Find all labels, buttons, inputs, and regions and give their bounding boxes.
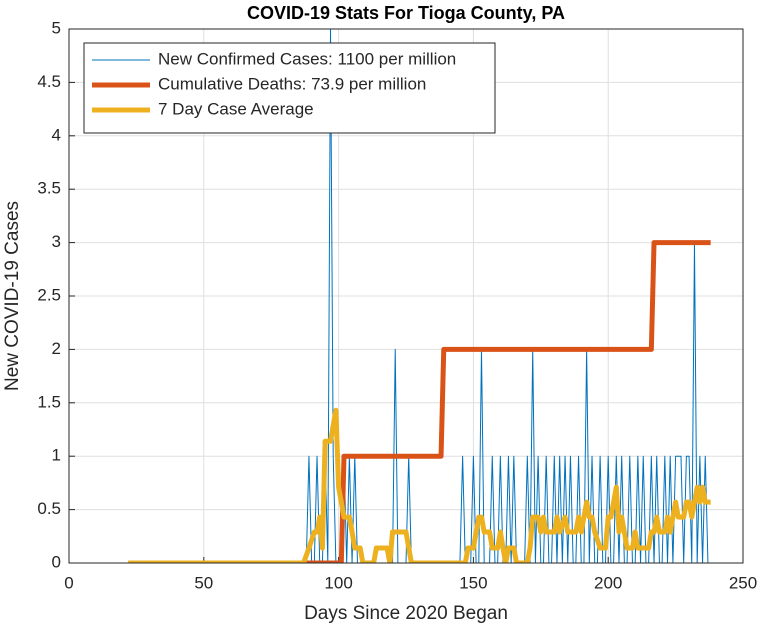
plot-frame	[68, 28, 744, 564]
y-tick-label: 2.5	[37, 285, 61, 304]
y-tick-label: 2	[52, 339, 61, 358]
x-tick-label: 200	[594, 573, 622, 592]
legend-label: Cumulative Deaths: 73.9 per million	[158, 74, 426, 93]
x-tick-label: 250	[729, 573, 757, 592]
y-tick-label: 1.5	[37, 392, 61, 411]
y-tick-label: 0.5	[37, 499, 61, 518]
legend-label: 7 Day Case Average	[158, 99, 314, 118]
chart-title: COVID-19 Stats For Tioga County, PA	[247, 3, 565, 23]
series-line	[128, 407, 711, 563]
y-tick-label: 3	[52, 232, 61, 251]
y-tick-label: 4.5	[37, 72, 61, 91]
x-tick-label: 0	[64, 573, 73, 592]
x-tick-label: 50	[194, 573, 213, 592]
legend-box	[83, 42, 496, 134]
plot-area	[128, 29, 711, 563]
y-tick-label: 5	[52, 18, 61, 37]
series-line	[128, 29, 711, 563]
y-tick-label: 0	[52, 552, 61, 571]
x-tick-label: 100	[324, 573, 352, 592]
y-tick-label: 4	[52, 125, 61, 144]
y-axis-label: New COVID-19 Cases	[2, 201, 23, 391]
x-axis-label: Days Since 2020 Began	[304, 603, 508, 624]
series-line	[128, 240, 711, 563]
x-tick-label: 150	[459, 573, 487, 592]
y-tick-label: 3.5	[37, 179, 61, 198]
legend-label: New Confirmed Cases: 1100 per million	[158, 49, 456, 68]
y-tick-label: 1	[52, 446, 61, 465]
